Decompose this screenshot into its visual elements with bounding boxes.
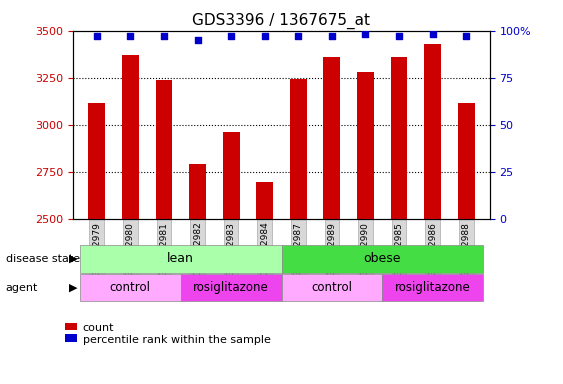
Text: ▶: ▶ bbox=[69, 283, 77, 293]
Bar bbox=[223, 132, 239, 219]
Bar bbox=[290, 79, 307, 219]
Text: agent: agent bbox=[6, 283, 38, 293]
Bar bbox=[357, 72, 374, 219]
Title: GDS3396 / 1367675_at: GDS3396 / 1367675_at bbox=[193, 13, 370, 29]
Text: disease state: disease state bbox=[6, 254, 80, 264]
Bar bbox=[88, 103, 105, 219]
Text: ▶: ▶ bbox=[69, 254, 77, 264]
Point bbox=[193, 37, 202, 43]
Bar bbox=[324, 57, 340, 219]
Text: rosiglitazone: rosiglitazone bbox=[395, 281, 471, 294]
Bar bbox=[256, 182, 273, 219]
Point bbox=[126, 33, 135, 40]
Bar bbox=[391, 57, 408, 219]
Point bbox=[294, 33, 303, 40]
Point bbox=[361, 31, 370, 38]
Point bbox=[92, 33, 101, 40]
Point bbox=[395, 33, 404, 40]
Bar bbox=[458, 103, 475, 219]
Point bbox=[428, 31, 437, 38]
Text: control: control bbox=[311, 281, 352, 294]
Point bbox=[226, 33, 235, 40]
Text: lean: lean bbox=[167, 252, 194, 265]
Point bbox=[328, 33, 337, 40]
Point bbox=[462, 33, 471, 40]
Text: rosiglitazone: rosiglitazone bbox=[193, 281, 269, 294]
Point bbox=[260, 33, 269, 40]
Bar bbox=[155, 79, 172, 219]
Bar bbox=[189, 164, 206, 219]
Bar bbox=[425, 44, 441, 219]
Bar bbox=[122, 55, 138, 219]
Text: control: control bbox=[110, 281, 151, 294]
Text: count: count bbox=[83, 323, 114, 333]
Text: obese: obese bbox=[364, 252, 401, 265]
Text: percentile rank within the sample: percentile rank within the sample bbox=[83, 335, 271, 345]
Point bbox=[159, 33, 168, 40]
